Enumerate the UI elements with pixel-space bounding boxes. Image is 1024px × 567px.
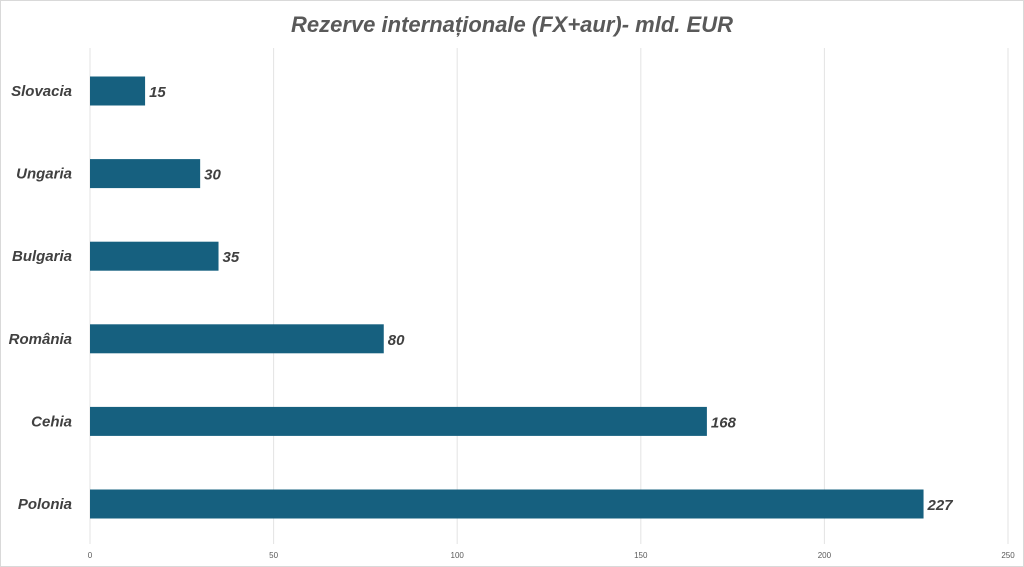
- x-tick-label: 250: [1001, 551, 1015, 560]
- category-label: Polonia: [18, 496, 72, 513]
- x-tick-label: 50: [269, 551, 278, 560]
- x-axis-ticks: 0 50 100 150 200 250: [88, 551, 1015, 560]
- x-tick-label: 0: [88, 551, 93, 560]
- bar-ungaria: [90, 159, 201, 189]
- data-label: 15: [149, 84, 166, 101]
- data-label: 168: [711, 414, 737, 431]
- category-labels: Slovacia Ungaria Bulgaria România Cehia Polon…: [9, 83, 72, 513]
- chart-title: Rezerve internaționale (FX+aur)- mld. EU…: [291, 12, 733, 37]
- x-tick-label: 200: [818, 551, 832, 560]
- data-label: 80: [388, 332, 405, 349]
- data-label: 35: [223, 249, 240, 266]
- bars: [90, 76, 924, 519]
- category-label: România: [9, 331, 72, 348]
- x-tick-label: 100: [451, 551, 465, 560]
- category-label: Ungaria: [16, 166, 72, 183]
- bar-cehia: [90, 406, 707, 436]
- category-label: Slovacia: [11, 83, 72, 100]
- category-label: Cehia: [31, 413, 72, 430]
- x-tick-label: 150: [634, 551, 648, 560]
- category-label: Bulgaria: [12, 248, 72, 265]
- gridlines: [89, 48, 1009, 544]
- bar-slovacia: [90, 76, 146, 106]
- data-labels: 15 30 35 80 168 227: [149, 84, 953, 514]
- bar-polonia: [90, 489, 924, 519]
- bar-bulgaria: [90, 241, 219, 271]
- bar-românia: [90, 324, 384, 354]
- data-label: 30: [204, 167, 221, 184]
- data-label: 227: [927, 497, 954, 514]
